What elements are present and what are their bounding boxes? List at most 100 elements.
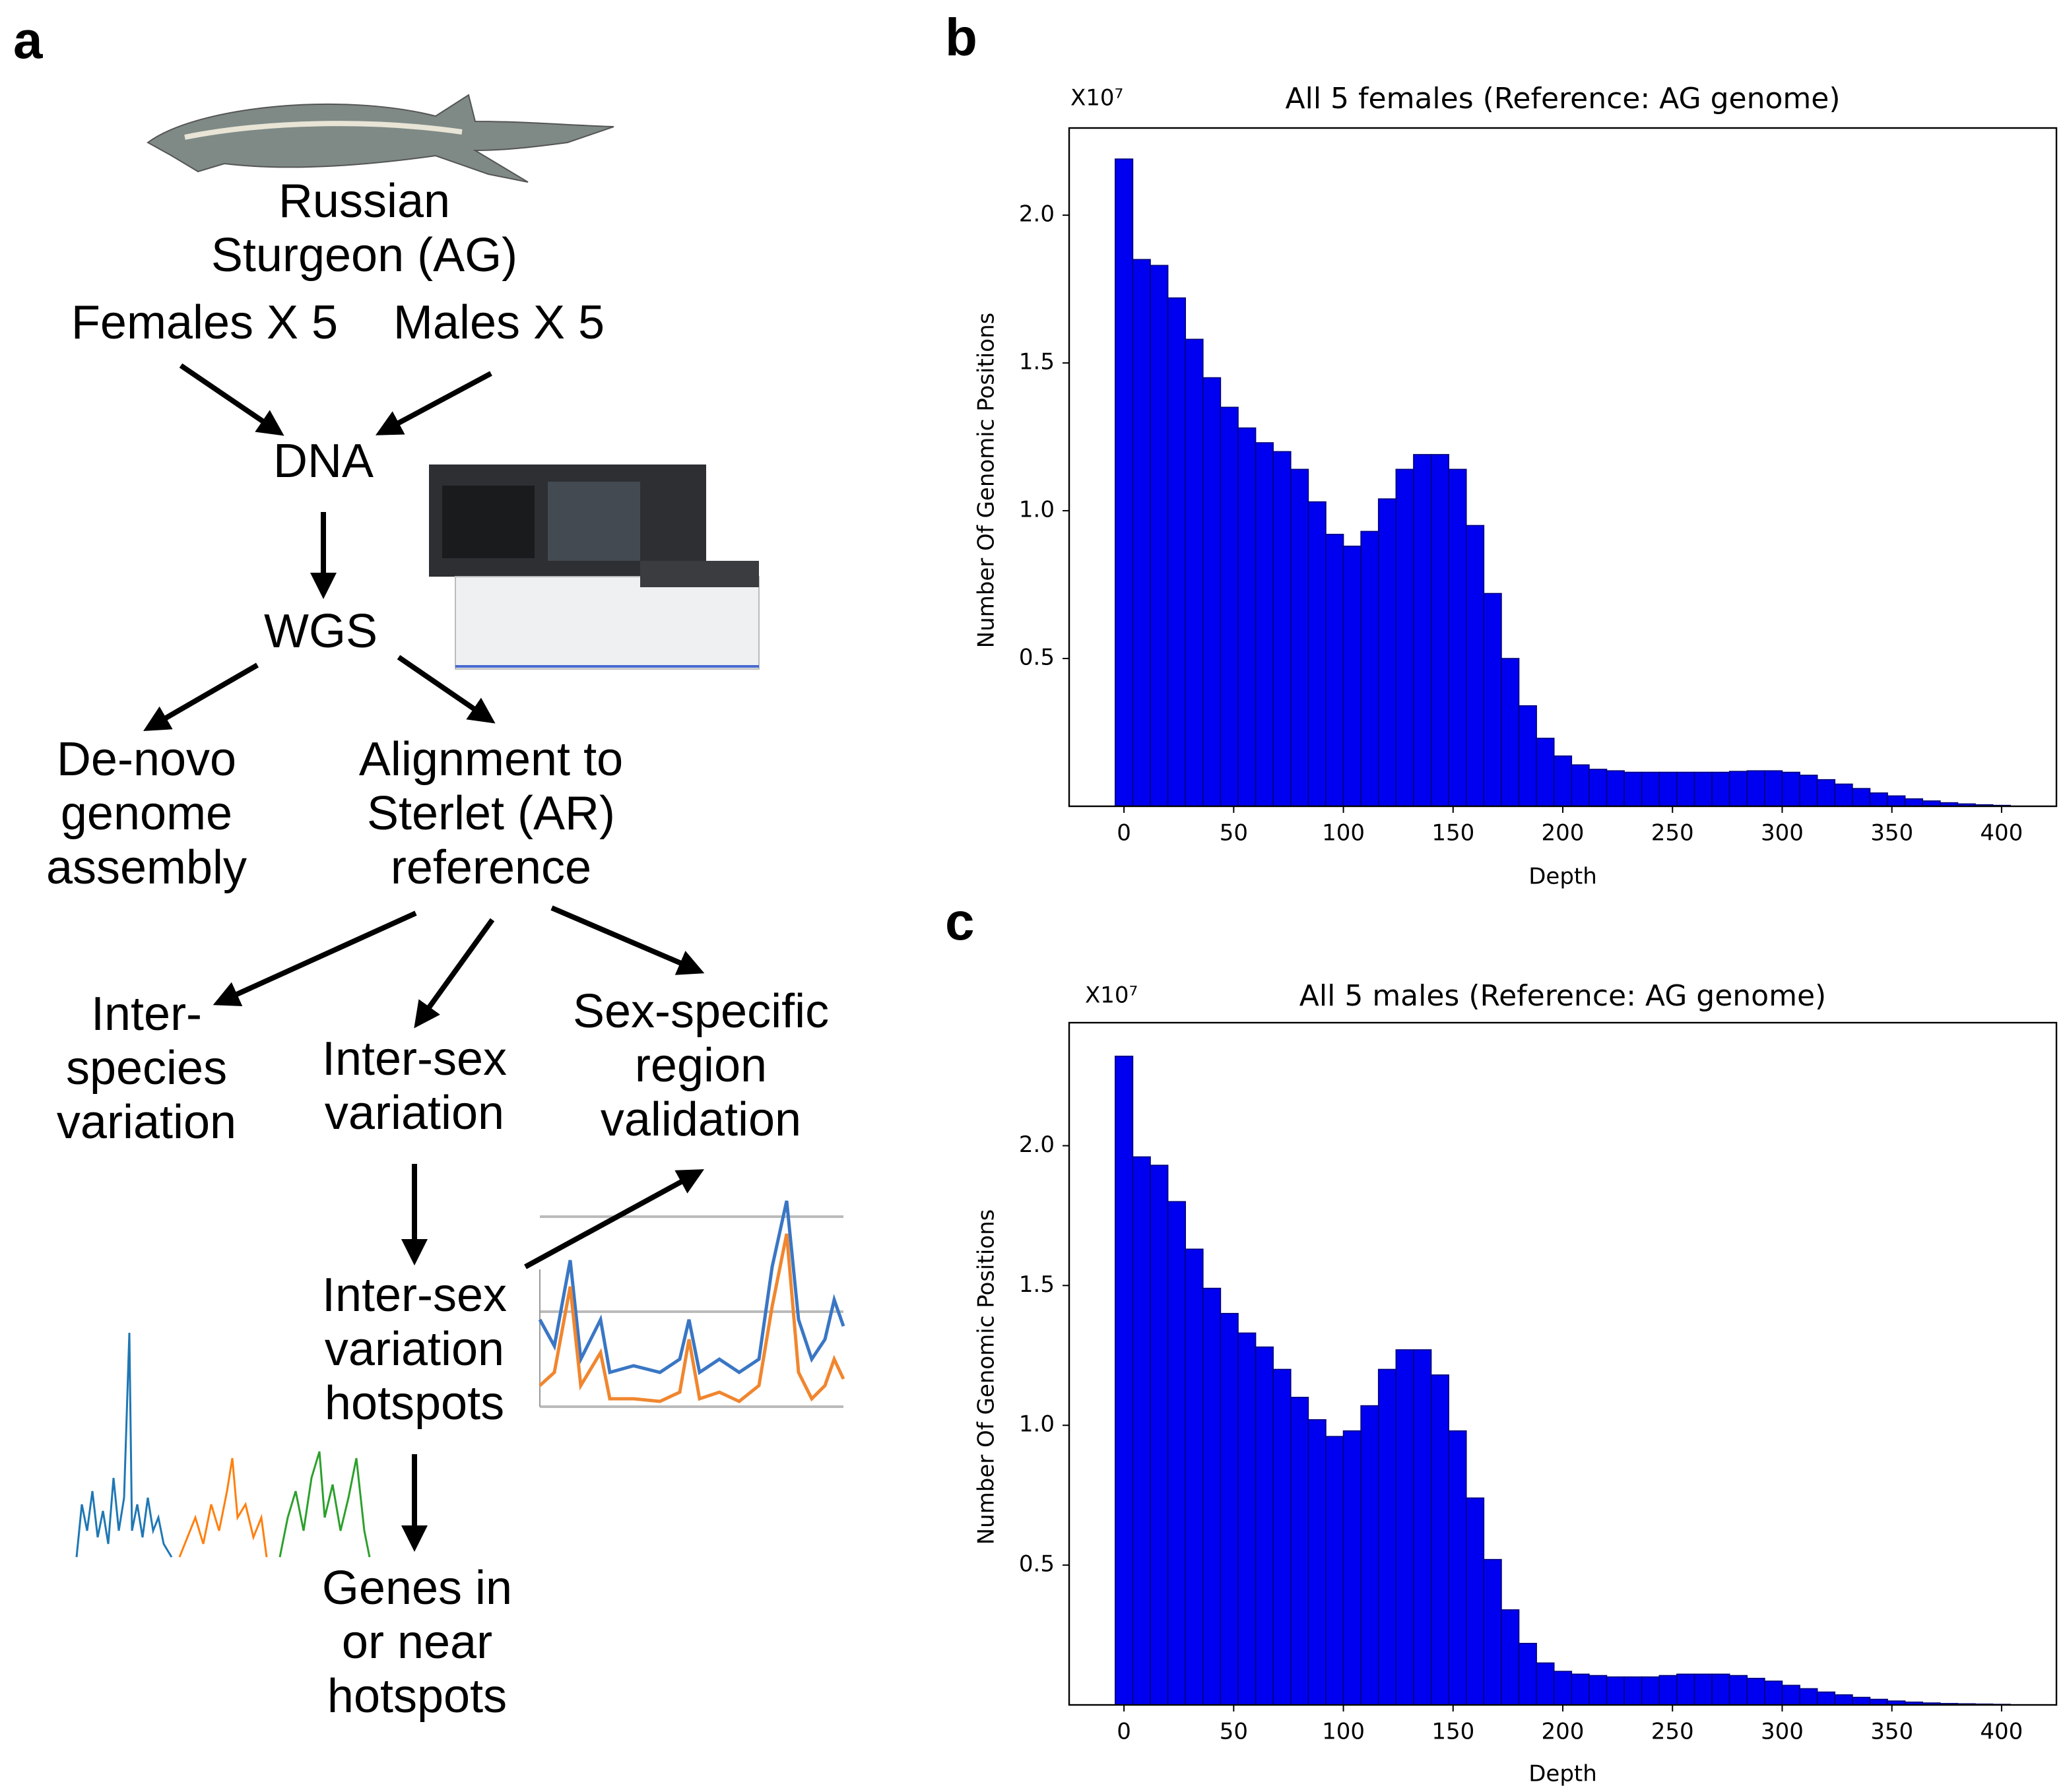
bar: [1377, 498, 1397, 807]
bar: [1676, 1673, 1695, 1706]
node-label: Sex-specific: [573, 985, 829, 1038]
bar: [1342, 546, 1362, 807]
x-axis-label: Depth: [1528, 1761, 1597, 1787]
bar: [1658, 771, 1678, 807]
bar: [1430, 1374, 1449, 1706]
bar: [1553, 755, 1573, 807]
arrows: [143, 363, 705, 1552]
node-label: reference: [391, 841, 591, 894]
bar: [1395, 1349, 1414, 1706]
bar: [1658, 1675, 1678, 1706]
x-tick-label: 0: [1117, 820, 1131, 847]
x-tick-label: 100: [1322, 1719, 1365, 1745]
bar: [1220, 406, 1239, 807]
node-label: Sterlet (AR): [367, 787, 615, 840]
sequencer-illustration: [429, 464, 760, 670]
bar: [1307, 1419, 1327, 1706]
x-tick-label: 150: [1431, 820, 1474, 847]
node-label: or near: [342, 1616, 492, 1669]
x-tick-label: 300: [1761, 1719, 1804, 1745]
bar: [1220, 1312, 1239, 1706]
bar: [1360, 1405, 1379, 1706]
bar: [1465, 1497, 1485, 1706]
arrow: [414, 918, 495, 1029]
bar: [1501, 658, 1520, 807]
bar: [1237, 427, 1257, 807]
bar: [1676, 771, 1695, 807]
node-label: variation: [325, 1087, 504, 1139]
bar: [1693, 1673, 1713, 1706]
bar: [1325, 534, 1344, 807]
chart-title: All 5 males (Reference: AG genome): [1299, 979, 1826, 1013]
manhattan-illustration: [75, 1332, 371, 1558]
node-label: hotspots: [327, 1670, 507, 1723]
node-label: region: [635, 1039, 767, 1092]
bar: [1518, 1642, 1537, 1706]
x-tick-label: 400: [1980, 1719, 2023, 1745]
sturgeon-illustration: [147, 94, 614, 183]
node-label: Sturgeon (AG): [211, 229, 517, 282]
bar: [1483, 1558, 1502, 1706]
bar: [1167, 1201, 1186, 1706]
arrow: [524, 1169, 705, 1269]
offset-label: X10⁷: [1070, 85, 1123, 112]
bar: [1869, 1698, 1888, 1706]
node-label: assembly: [46, 841, 247, 894]
bar: [1536, 1662, 1555, 1706]
bar: [1606, 1676, 1625, 1706]
panel-label: b: [945, 8, 977, 67]
bar: [1624, 1676, 1643, 1706]
bar: [1132, 259, 1151, 807]
bar: [1746, 1677, 1765, 1706]
y-tick-label: 0.5: [1019, 1551, 1055, 1578]
bar: [1904, 798, 1924, 807]
bar: [1237, 1332, 1257, 1706]
bar: [1922, 800, 1941, 807]
y-tick-label: 1.0: [1019, 497, 1055, 523]
bar: [1448, 468, 1467, 807]
bar: [1746, 770, 1765, 807]
bar: [1834, 1694, 1853, 1706]
bar: [1255, 1346, 1274, 1706]
bar: [1132, 1156, 1151, 1706]
node-label: validation: [601, 1093, 801, 1146]
bar: [1185, 338, 1204, 807]
bar: [1693, 771, 1713, 807]
bar: [1728, 1675, 1748, 1706]
node-label: Russian: [279, 175, 450, 228]
node-label: Inter-: [91, 988, 202, 1040]
y-axis-label: Number Of Genomic Positions: [973, 313, 1000, 649]
bar: [1150, 265, 1169, 807]
x-axis-label: Depth: [1528, 864, 1597, 890]
bar: [1799, 775, 1818, 807]
y-tick-label: 1.5: [1019, 349, 1055, 375]
node-label: De-novo: [57, 733, 236, 786]
bar: [1377, 1368, 1397, 1706]
bar: [1816, 779, 1836, 807]
bar: [1167, 297, 1186, 807]
y-tick-label: 1.0: [1019, 1411, 1055, 1438]
bar: [1501, 1609, 1520, 1706]
bar: [1781, 1684, 1800, 1706]
bar: [1641, 771, 1660, 807]
bar: [1624, 771, 1643, 807]
y-tick-label: 1.5: [1019, 1271, 1055, 1298]
bar: [1202, 1287, 1222, 1706]
bar: [1711, 771, 1730, 807]
bar: [1606, 770, 1625, 807]
bar: [1869, 792, 1888, 807]
node-label: Genes in: [322, 1562, 512, 1615]
x-tick-label: 50: [1220, 820, 1248, 847]
bar: [1799, 1688, 1818, 1706]
bar: [1728, 771, 1748, 807]
bar: [1150, 1165, 1169, 1706]
node-label: Males X 5: [393, 296, 605, 349]
node-label: variation: [325, 1323, 504, 1376]
bar: [1413, 1349, 1432, 1706]
bar: [1571, 764, 1590, 807]
bar: [1115, 158, 1134, 807]
bar: [1465, 525, 1485, 807]
bar: [1553, 1671, 1573, 1706]
panel-label: c: [945, 892, 975, 951]
panel-label: a: [13, 11, 43, 69]
